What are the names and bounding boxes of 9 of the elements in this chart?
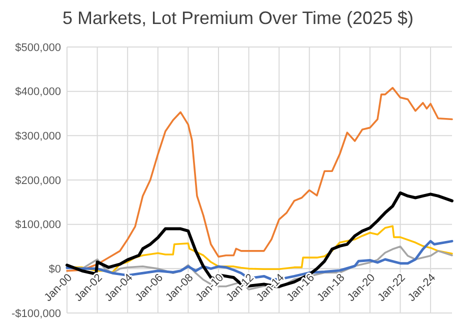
line-series — [66, 86, 453, 272]
chart-title: 5 Markets, Lot Premium Over Time (2025 $) — [62, 8, 414, 28]
y-tick-label: $100,000 — [15, 219, 61, 232]
y-tick-label: $0 — [48, 264, 61, 276]
y-tick-label: $500,000 — [15, 42, 61, 54]
y-tick-label: -$100,000 — [11, 308, 61, 320]
y-tick-label: $400,000 — [15, 86, 61, 98]
y-tick-label: $300,000 — [15, 130, 61, 143]
y-tick-label: $200,000 — [15, 174, 61, 187]
